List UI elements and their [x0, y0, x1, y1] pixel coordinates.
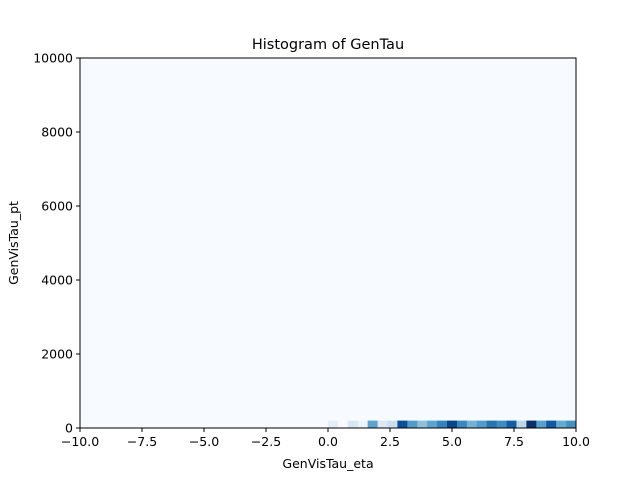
histogram-bin [476, 420, 488, 428]
histogram-bin [546, 420, 557, 428]
histogram-bin [347, 420, 359, 428]
x-tick-label: 10.0 [562, 434, 590, 449]
x-axis-label: GenVisTau_eta [282, 456, 373, 471]
chart-title: Histogram of GenTau [252, 37, 404, 53]
x-tick-label: 0.0 [318, 434, 338, 449]
histogram-bin [486, 420, 497, 428]
histogram-bin [516, 420, 527, 428]
histogram-bin [417, 420, 428, 428]
histogram-bin [466, 420, 478, 428]
x-tick-label: 5.0 [442, 434, 462, 449]
histogram-bin [367, 420, 378, 428]
x-tick-label: −7.5 [127, 434, 157, 449]
histogram-bin [357, 420, 368, 428]
y-axis-label: GenVisTau_pt [6, 201, 21, 285]
y-tick-label: 4000 [41, 273, 73, 288]
histogram-bin [506, 420, 517, 428]
histogram-bin [536, 420, 547, 428]
x-tick-label: 2.5 [380, 434, 400, 449]
histogram-bin [427, 420, 438, 428]
y-tick-label: 0 [65, 421, 73, 436]
x-tick-label: −2.5 [251, 434, 281, 449]
histogram-bin [437, 420, 448, 428]
x-tick-label: 7.5 [504, 434, 524, 449]
x-tick-label: −10.0 [61, 434, 99, 449]
histogram-bin [556, 420, 567, 428]
histogram-bin [407, 420, 418, 428]
x-tick-label: −5.0 [189, 434, 219, 449]
y-tick-label: 10000 [33, 51, 73, 66]
histogram-bin [447, 420, 458, 428]
histogram-bin [496, 420, 507, 428]
y-axis-ticks: 0 2000 4000 6000 8000 10000 [33, 51, 80, 436]
histogram-bin [377, 420, 388, 428]
x-axis-ticks: −10.0 −7.5 −5.0 −2.5 0.0 2.5 5.0 7.5 10.0 [61, 428, 590, 449]
y-tick-label: 6000 [41, 199, 73, 214]
histogram-bin [566, 420, 577, 428]
y-tick-label: 8000 [41, 125, 73, 140]
histogram-bin [387, 420, 398, 428]
histogram-bins [328, 420, 577, 428]
histogram-bin [456, 420, 468, 428]
histogram-bin [526, 420, 537, 428]
y-tick-label: 2000 [41, 347, 73, 362]
plot-area-background [80, 58, 576, 428]
histogram-bin [397, 420, 408, 428]
histogram-bin [328, 420, 339, 428]
